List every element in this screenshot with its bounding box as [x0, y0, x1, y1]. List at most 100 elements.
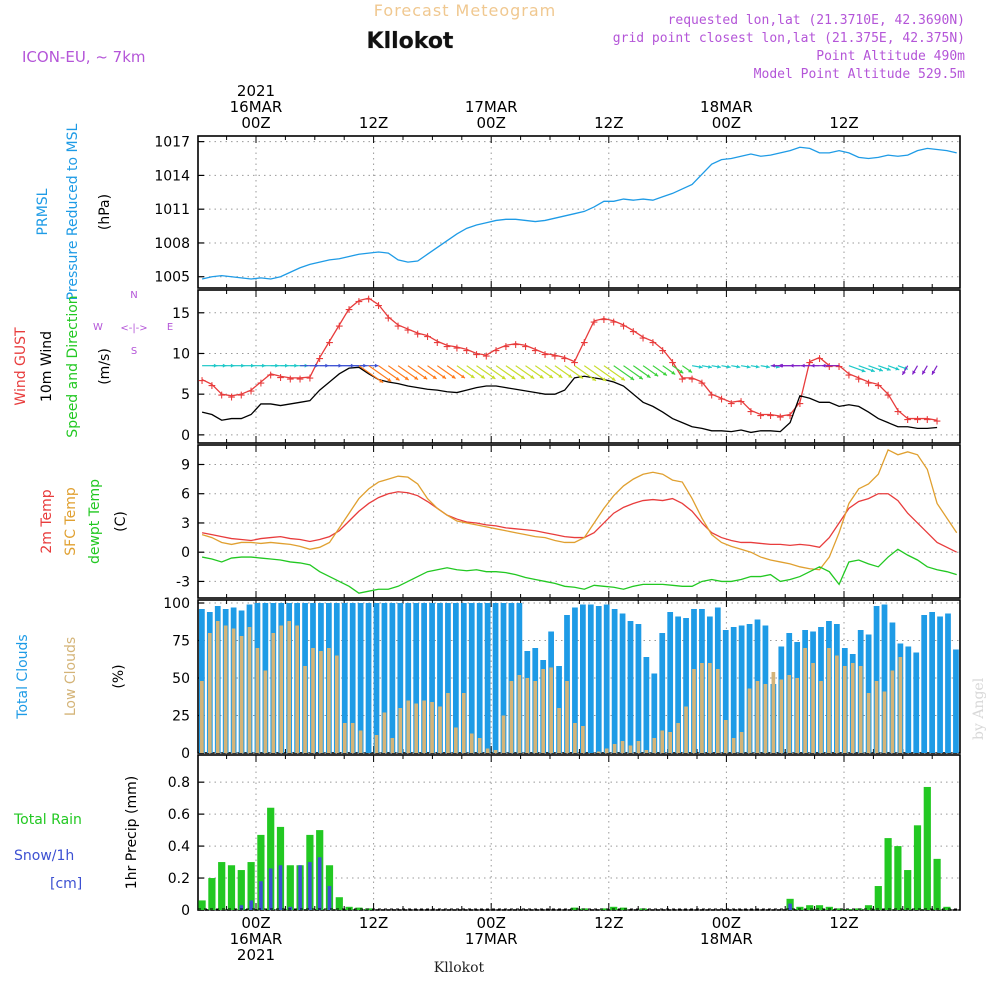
snow-bar [239, 905, 244, 910]
low-cloud-bar [327, 648, 331, 753]
y-tick-label: 1008 [154, 236, 190, 252]
gust-marker: + [492, 343, 500, 358]
total-cloud-bar [389, 603, 396, 753]
y-tick-label: -3 [176, 574, 190, 590]
low-cloud-bar [247, 627, 252, 753]
low-cloud-bar [398, 708, 403, 753]
gust-marker: + [737, 395, 745, 410]
compass-arrows: <-|-> [120, 323, 147, 334]
low-cloud-bar [454, 727, 458, 753]
wind-arrow-head [822, 363, 826, 368]
low-cloud-bar [461, 693, 466, 753]
y-tick-label: 1011 [154, 202, 190, 218]
rain-bar [943, 906, 951, 910]
y-tick-label: 9 [181, 457, 190, 473]
total-cloud-bar [587, 604, 594, 753]
low-cloud-bar [493, 750, 498, 753]
rain-bar [355, 907, 363, 910]
gust-marker: + [228, 390, 236, 405]
series-label: PRMSL [35, 188, 51, 235]
gust-marker: + [865, 376, 873, 391]
gust-marker: + [433, 335, 441, 350]
gust-marker: + [894, 404, 902, 419]
panel-frame [197, 754, 961, 911]
total-cloud-bar [929, 612, 935, 753]
low-cloud-bar [374, 735, 379, 753]
low-cloud-bar [200, 681, 204, 753]
low-cloud-bar [295, 625, 299, 753]
wind-arrow-head [591, 377, 596, 381]
series-label: (hPa) [97, 194, 113, 230]
wind-arrow-head [895, 366, 900, 371]
series-label: (C) [113, 511, 129, 532]
gust-marker: + [806, 356, 814, 371]
legend-total-rain: Total Rain [13, 812, 82, 828]
total-cloud-bar [643, 657, 650, 753]
low-cloud-bar [430, 702, 434, 753]
total-cloud-bar [405, 603, 412, 753]
gust-marker: + [571, 356, 579, 371]
time-axis-label: 12Z [829, 114, 858, 132]
wind-arrow-head [766, 364, 770, 369]
gust-marker: + [541, 347, 549, 362]
wind-direction-arrow [456, 365, 475, 379]
wind-arrow-head [654, 372, 659, 377]
wind-arrow-head [902, 370, 906, 375]
wind-direction-arrow [603, 365, 626, 381]
total-cloud-bar [445, 603, 451, 753]
low-cloud-bar [890, 670, 895, 753]
total-cloud-bar [508, 603, 515, 753]
rain-bar [864, 905, 873, 910]
wind-direction-arrow [387, 365, 410, 381]
low-cloud-bar [231, 628, 236, 753]
wind-arrow-head [861, 368, 866, 373]
wind-arrow-head [480, 374, 485, 379]
low-cloud-bar [469, 733, 474, 753]
gust-marker: + [482, 349, 490, 364]
series-label: Low Clouds [63, 637, 79, 716]
total-cloud-bar [881, 604, 888, 753]
wind-arrow-head [886, 367, 891, 371]
low-cloud-bar [255, 648, 260, 753]
wind-direction-arrow [534, 365, 554, 379]
low-cloud-bar [692, 669, 696, 753]
gust-marker: + [816, 352, 824, 367]
series-label: Total Clouds [15, 634, 31, 719]
wind-arrow-head [790, 363, 794, 368]
low-cloud-bar [700, 663, 704, 753]
time-axis-label: 2021 [237, 946, 275, 964]
gust-marker: + [512, 338, 520, 353]
total-cloud-bar [937, 616, 943, 753]
wind-direction-arrow [593, 365, 616, 382]
rain-bar [237, 870, 245, 910]
wind-arrow-head [771, 363, 775, 368]
wind-arrow-head [755, 364, 760, 369]
time-axis-label: 12Z [359, 114, 388, 132]
rain-bar [600, 908, 608, 910]
gust-marker: + [286, 372, 294, 387]
wind-arrow-head [423, 375, 428, 380]
rain-bar [815, 905, 824, 910]
gust-marker: + [923, 413, 931, 428]
rain-bar [904, 870, 912, 910]
wind-arrow-head [511, 375, 516, 380]
gust-marker: + [845, 368, 853, 383]
gust-marker: + [669, 356, 677, 371]
low-cloud-bar [763, 684, 768, 753]
rain-bar [610, 906, 618, 910]
gust-marker: + [718, 392, 726, 407]
total-cloud-bar [421, 603, 427, 753]
low-cloud-bar [319, 651, 323, 753]
rain-bar [247, 862, 255, 910]
gust-marker: + [688, 372, 696, 387]
wind-arrow-head [736, 364, 741, 369]
series-label: SFC Temp [63, 487, 79, 556]
low-cloud-bar [858, 666, 863, 753]
rain-bar [218, 862, 226, 910]
wind-direction-arrow [427, 365, 447, 380]
low-cloud-bar [438, 706, 442, 753]
total-cloud-bar [611, 609, 618, 753]
total-cloud-bar [580, 604, 586, 753]
